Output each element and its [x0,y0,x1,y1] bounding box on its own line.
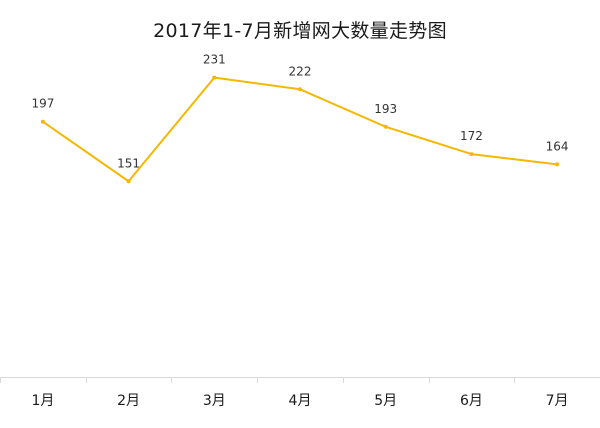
data-point-2 [126,179,131,184]
x-tick-label-7: 7月 [546,393,569,409]
data-point-3 [212,75,217,80]
data-label-7: 164 [546,139,569,153]
data-label-2: 151 [117,156,140,170]
x-tick-label-5: 5月 [374,393,397,409]
x-tick-label-2: 2月 [117,393,140,409]
x-tick-label-6: 6月 [460,393,483,409]
data-point-4 [298,87,302,92]
x-tick-labels: 1月 2月 3月 4月 5月 6月 7月 [31,393,568,409]
x-tick-label-3: 3月 [203,393,226,409]
data-label-1: 197 [31,97,54,111]
series-line-group [40,75,560,184]
chart-title: 2017年1-7月新增网大数量走势图 [153,20,447,42]
data-label-3: 231 [203,53,226,67]
data-point-7 [555,162,560,167]
x-tick-label-1: 1月 [31,393,54,409]
data-point-6 [469,152,474,157]
data-label-4: 222 [289,64,312,78]
data-label-5: 193 [374,102,397,116]
data-point-5 [383,124,388,129]
x-tick-label-4: 4月 [289,393,312,409]
x-axis [0,377,600,383]
data-labels: 197 151 231 222 193 172 164 [31,53,568,171]
data-point-1 [40,119,45,124]
data-label-6: 172 [460,129,483,143]
